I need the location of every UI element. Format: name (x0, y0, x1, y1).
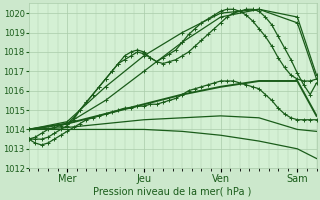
X-axis label: Pression niveau de la mer( hPa ): Pression niveau de la mer( hPa ) (93, 187, 252, 197)
